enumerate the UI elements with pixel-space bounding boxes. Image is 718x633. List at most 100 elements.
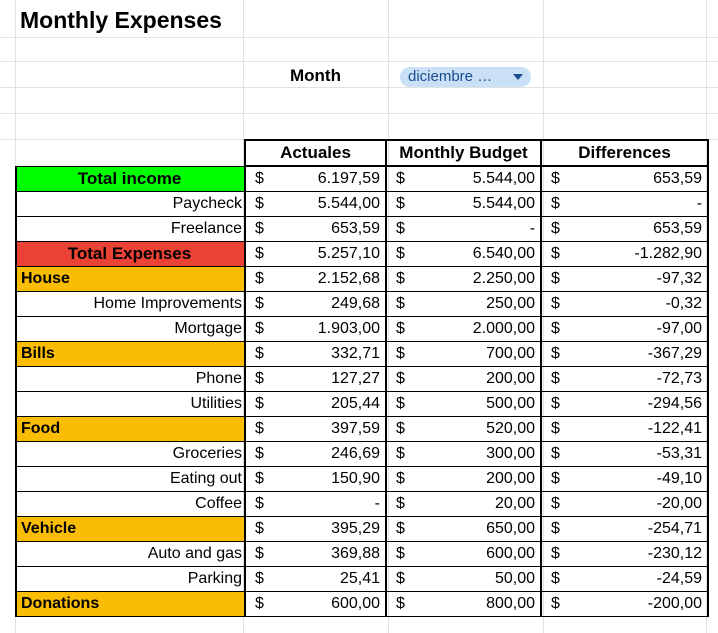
currency-cell[interactable]: $ bbox=[386, 591, 409, 617]
budget-cell[interactable]: - bbox=[409, 216, 543, 242]
actual-cell[interactable]: 150,90 bbox=[268, 466, 387, 492]
budget-cell[interactable]: 20,00 bbox=[409, 491, 543, 517]
budget-cell[interactable]: 6.540,00 bbox=[409, 241, 543, 267]
currency-cell[interactable]: $ bbox=[541, 491, 565, 517]
row-label-cell[interactable]: Bills bbox=[15, 341, 246, 367]
budget-cell[interactable]: 650,00 bbox=[409, 516, 543, 542]
currency-cell[interactable]: $ bbox=[541, 416, 565, 442]
currency-cell[interactable]: $ bbox=[386, 216, 409, 242]
row-label-cell[interactable]: Freelance bbox=[15, 216, 246, 242]
row-label-cell[interactable]: House bbox=[15, 266, 246, 292]
difference-cell[interactable]: -122,41 bbox=[564, 416, 710, 442]
currency-cell[interactable]: $ bbox=[386, 165, 409, 192]
currency-cell[interactable]: $ bbox=[386, 566, 409, 592]
budget-cell[interactable]: 200,00 bbox=[409, 466, 543, 492]
budget-cell[interactable]: 700,00 bbox=[409, 341, 543, 367]
header-differences[interactable]: Differences bbox=[540, 139, 710, 167]
budget-cell[interactable]: 600,00 bbox=[409, 541, 543, 567]
actual-cell[interactable]: 127,27 bbox=[268, 366, 387, 392]
actual-cell[interactable]: 205,44 bbox=[268, 391, 387, 417]
row-label-cell[interactable]: Food bbox=[15, 416, 246, 442]
currency-cell[interactable]: $ bbox=[386, 241, 409, 267]
difference-cell[interactable]: -254,71 bbox=[564, 516, 710, 542]
currency-cell[interactable]: $ bbox=[541, 441, 565, 467]
actual-cell[interactable]: 2.152,68 bbox=[268, 266, 387, 292]
currency-cell[interactable]: $ bbox=[245, 416, 268, 442]
difference-cell[interactable]: -49,10 bbox=[564, 466, 710, 492]
currency-cell[interactable]: $ bbox=[386, 491, 409, 517]
row-label-cell[interactable]: Mortgage bbox=[15, 316, 246, 342]
budget-cell[interactable]: 800,00 bbox=[409, 591, 543, 617]
currency-cell[interactable]: $ bbox=[541, 391, 565, 417]
row-label-cell[interactable]: Vehicle bbox=[15, 516, 246, 542]
budget-cell[interactable]: 2.000,00 bbox=[409, 316, 543, 342]
currency-cell[interactable]: $ bbox=[386, 391, 409, 417]
actual-cell[interactable]: 395,29 bbox=[268, 516, 387, 542]
actual-cell[interactable]: 249,68 bbox=[268, 291, 387, 317]
actual-cell[interactable]: - bbox=[268, 491, 387, 517]
actual-cell[interactable]: 5.257,10 bbox=[268, 241, 387, 267]
actual-cell[interactable]: 6.197,59 bbox=[268, 165, 387, 192]
difference-cell[interactable]: -53,31 bbox=[564, 441, 710, 467]
difference-cell[interactable]: - bbox=[564, 191, 710, 217]
currency-cell[interactable]: $ bbox=[386, 191, 409, 217]
currency-cell[interactable]: $ bbox=[245, 165, 268, 192]
row-label-cell[interactable]: Auto and gas bbox=[15, 541, 246, 567]
month-dropdown[interactable]: diciembre … bbox=[400, 67, 531, 87]
difference-cell[interactable]: -72,73 bbox=[564, 366, 710, 392]
actual-cell[interactable]: 397,59 bbox=[268, 416, 387, 442]
difference-cell[interactable]: -0,32 bbox=[564, 291, 710, 317]
currency-cell[interactable]: $ bbox=[541, 291, 565, 317]
budget-cell[interactable]: 5.544,00 bbox=[409, 191, 543, 217]
header-actuales[interactable]: Actuales bbox=[244, 139, 387, 167]
difference-cell[interactable]: -230,12 bbox=[564, 541, 710, 567]
currency-cell[interactable]: $ bbox=[245, 291, 268, 317]
currency-cell[interactable]: $ bbox=[541, 591, 565, 617]
currency-cell[interactable]: $ bbox=[386, 441, 409, 467]
row-label-cell[interactable]: Total Expenses bbox=[15, 241, 246, 267]
difference-cell[interactable]: -367,29 bbox=[564, 341, 710, 367]
currency-cell[interactable]: $ bbox=[245, 391, 268, 417]
difference-cell[interactable]: 653,59 bbox=[564, 216, 710, 242]
currency-cell[interactable]: $ bbox=[245, 341, 268, 367]
currency-cell[interactable]: $ bbox=[245, 366, 268, 392]
difference-cell[interactable]: -97,00 bbox=[564, 316, 710, 342]
difference-cell[interactable]: -97,32 bbox=[564, 266, 710, 292]
currency-cell[interactable]: $ bbox=[245, 441, 268, 467]
row-label-cell[interactable]: Total income bbox=[15, 165, 246, 192]
budget-cell[interactable]: 500,00 bbox=[409, 391, 543, 417]
currency-cell[interactable]: $ bbox=[245, 216, 268, 242]
difference-cell[interactable]: -1.282,90 bbox=[564, 241, 710, 267]
currency-cell[interactable]: $ bbox=[541, 266, 565, 292]
budget-cell[interactable]: 50,00 bbox=[409, 566, 543, 592]
row-label-cell[interactable]: Coffee bbox=[15, 491, 246, 517]
actual-cell[interactable]: 332,71 bbox=[268, 341, 387, 367]
row-label-cell[interactable]: Paycheck bbox=[15, 191, 246, 217]
budget-cell[interactable]: 300,00 bbox=[409, 441, 543, 467]
currency-cell[interactable]: $ bbox=[386, 541, 409, 567]
difference-cell[interactable]: -20,00 bbox=[564, 491, 710, 517]
difference-cell[interactable]: -24,59 bbox=[564, 566, 710, 592]
actual-cell[interactable]: 600,00 bbox=[268, 591, 387, 617]
currency-cell[interactable]: $ bbox=[245, 541, 268, 567]
currency-cell[interactable]: $ bbox=[386, 416, 409, 442]
currency-cell[interactable]: $ bbox=[245, 266, 268, 292]
difference-cell[interactable]: -200,00 bbox=[564, 591, 710, 617]
currency-cell[interactable]: $ bbox=[245, 516, 268, 542]
currency-cell[interactable]: $ bbox=[541, 541, 565, 567]
currency-cell[interactable]: $ bbox=[245, 466, 268, 492]
currency-cell[interactable]: $ bbox=[386, 316, 409, 342]
currency-cell[interactable]: $ bbox=[386, 466, 409, 492]
actual-cell[interactable]: 653,59 bbox=[268, 216, 387, 242]
row-label-cell[interactable]: Parking bbox=[15, 566, 246, 592]
budget-cell[interactable]: 5.544,00 bbox=[409, 165, 543, 192]
currency-cell[interactable]: $ bbox=[245, 566, 268, 592]
difference-cell[interactable]: -294,56 bbox=[564, 391, 710, 417]
actual-cell[interactable]: 25,41 bbox=[268, 566, 387, 592]
actual-cell[interactable]: 369,88 bbox=[268, 541, 387, 567]
difference-cell[interactable]: 653,59 bbox=[564, 165, 710, 192]
currency-cell[interactable]: $ bbox=[386, 291, 409, 317]
currency-cell[interactable]: $ bbox=[245, 491, 268, 517]
currency-cell[interactable]: $ bbox=[541, 216, 565, 242]
currency-cell[interactable]: $ bbox=[245, 191, 268, 217]
